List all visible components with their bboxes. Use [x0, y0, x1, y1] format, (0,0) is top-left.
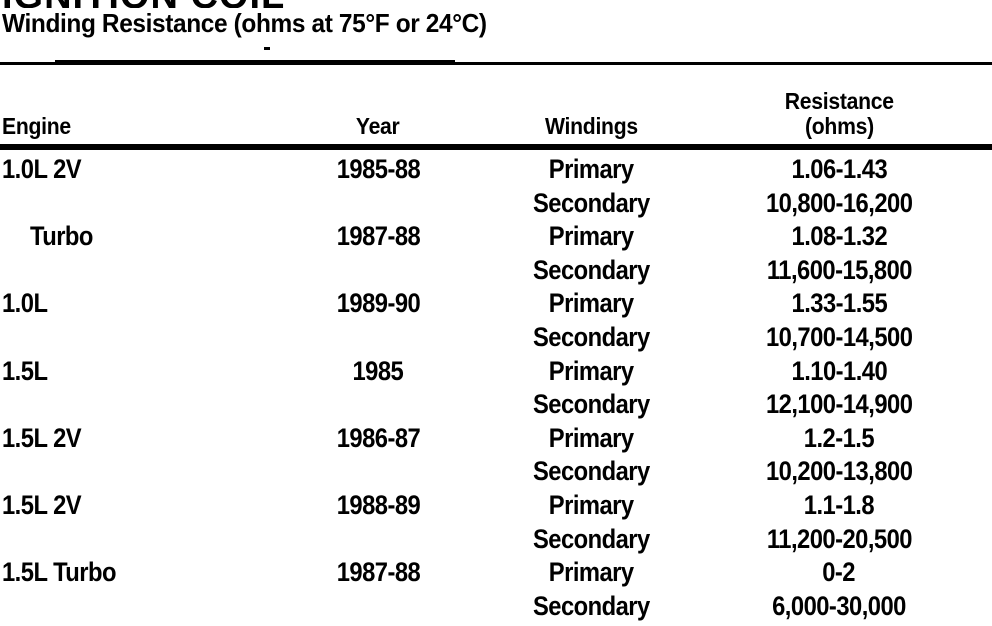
table-row: Secondary 10,800-16,200 — [0, 187, 992, 221]
windings-cell: Secondary — [532, 456, 650, 487]
windings-cell: Secondary — [532, 389, 650, 420]
resistance-cell: 1.2-1.5 — [803, 422, 875, 453]
engine-cell — [0, 254, 260, 288]
clipped-page-heading: IGNITION COIL — [2, 0, 332, 8]
year-cell: 1985-88 — [336, 154, 420, 184]
windings-cell: Secondary — [532, 523, 650, 554]
resistance-cell: 10,700-14,500 — [765, 321, 913, 352]
clipped-page-heading-text: IGNITION COIL — [2, 0, 332, 8]
resistance-cell: 10,200-13,800 — [765, 456, 913, 487]
year-cell — [260, 254, 496, 288]
table-row: Secondary 11,200-20,500 — [0, 523, 992, 557]
engine-cell: 1.0L — [2, 288, 48, 319]
engine-cell: 1.5L 2V — [2, 489, 82, 520]
table-body: 1.0L 2V 1985-88 Primary 1.06-1.43 Second… — [0, 150, 992, 623]
winding-resistance-table: Engine Year Windings Resistance (ohms) 1… — [0, 60, 992, 623]
windings-cell: Secondary — [532, 187, 650, 218]
table-row: Secondary 12,100-14,900 — [0, 388, 992, 422]
engine-cell: 1.5L Turbo — [2, 557, 116, 588]
year-cell — [260, 321, 496, 355]
table-row: Secondary 10,200-13,800 — [0, 455, 992, 489]
year-cell — [260, 187, 496, 221]
windings-cell: Primary — [548, 355, 634, 386]
windings-cell: Primary — [548, 154, 634, 184]
table-top-rule — [0, 60, 992, 65]
resistance-cell: 0-2 — [822, 557, 856, 588]
engine-cell: 1.5L — [2, 355, 48, 386]
year-cell: 1985 — [352, 355, 404, 386]
engine-cell: 1.5L 2V — [2, 422, 82, 453]
table-row: 1.5L 1985 Primary 1.10-1.40 — [0, 355, 992, 389]
resistance-cell: 1.08-1.32 — [791, 221, 887, 252]
year-cell: 1986-87 — [336, 422, 420, 453]
year-cell — [260, 523, 496, 557]
windings-cell: Primary — [548, 221, 634, 252]
windings-cell: Secondary — [532, 321, 650, 352]
engine-cell — [0, 523, 260, 557]
table-row: 1.0L 1989-90 Primary 1.33-1.55 — [0, 287, 992, 321]
engine-cell — [0, 388, 260, 422]
table-row: Secondary 11,600-15,800 — [0, 254, 992, 288]
year-cell — [260, 590, 496, 624]
windings-cell: Secondary — [532, 590, 650, 621]
table-row: 1.0L 2V 1985-88 Primary 1.06-1.43 — [0, 153, 992, 187]
engine-cell — [0, 187, 260, 221]
table-row: 1.5L Turbo 1987-88 Primary 0-2 — [0, 556, 992, 590]
resistance-cell: 1.10-1.40 — [791, 355, 887, 386]
engine-cell — [0, 321, 260, 355]
resistance-cell: 1.1-1.8 — [803, 489, 875, 520]
resistance-cell: 6,000-30,000 — [772, 590, 906, 621]
resistance-cell: 11,200-20,500 — [766, 523, 912, 554]
engine-cell: Turbo — [30, 221, 93, 252]
year-cell: 1989-90 — [336, 288, 420, 319]
windings-cell: Primary — [548, 489, 634, 520]
table-header-rule — [0, 144, 992, 150]
table-subtitle: Winding Resistance (ohms at 75°F or 24°C… — [2, 8, 518, 39]
column-header-windings: Windings — [544, 113, 638, 139]
table-row: 1.5L 2V 1986-87 Primary 1.2-1.5 — [0, 422, 992, 456]
table-row: 1.5L 2V 1988-89 Primary 1.1-1.8 — [0, 489, 992, 523]
engine-cell — [0, 590, 260, 624]
year-cell: 1987-88 — [336, 557, 420, 588]
year-cell: 1987-88 — [336, 221, 420, 252]
windings-cell: Primary — [548, 557, 634, 588]
year-cell — [260, 455, 496, 489]
column-header-engine: Engine — [2, 113, 71, 139]
engine-cell: 1.0L 2V — [2, 154, 82, 184]
year-cell — [260, 388, 496, 422]
resistance-cell: 11,600-15,800 — [766, 254, 912, 285]
column-header-year: Year — [356, 113, 400, 139]
column-header-resistance: Resistance (ohms) — [784, 88, 894, 139]
table-row: Secondary 10,700-14,500 — [0, 321, 992, 355]
table-row: Turbo 1987-88 Primary 1.08-1.32 — [0, 220, 992, 254]
resistance-cell: 1.33-1.55 — [791, 288, 887, 319]
table-row: Secondary 6,000-30,000 — [0, 590, 992, 624]
windings-cell: Secondary — [532, 254, 650, 285]
resistance-cell: 12,100-14,900 — [765, 389, 913, 420]
table-header-row: Engine Year Windings Resistance (ohms) — [0, 65, 992, 144]
windings-cell: Primary — [548, 288, 634, 319]
scan-speck-artifact — [264, 47, 270, 50]
windings-cell: Primary — [548, 422, 634, 453]
engine-cell — [0, 455, 260, 489]
resistance-cell: 1.06-1.43 — [791, 154, 887, 184]
resistance-cell: 10,800-16,200 — [765, 187, 913, 218]
table-subtitle-text: Winding Resistance (ohms at 75°F or 24°C… — [2, 8, 487, 38]
year-cell: 1988-89 — [336, 489, 420, 520]
